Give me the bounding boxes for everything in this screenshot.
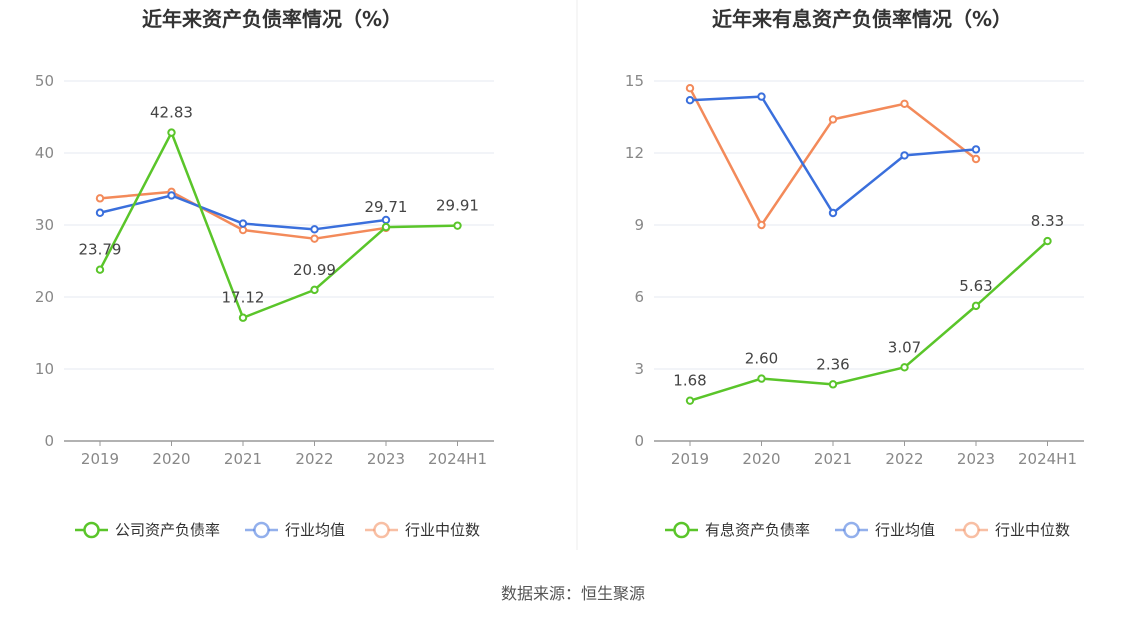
legend-item: 行业均值 <box>245 521 345 539</box>
data-point <box>757 220 766 230</box>
y-tick-label: 15 <box>625 72 644 90</box>
y-tick-label: 20 <box>35 288 54 306</box>
series-line <box>688 87 977 227</box>
legend-item: 公司资产负债率 <box>75 521 220 539</box>
y-tick-label: 3 <box>634 360 644 378</box>
series-line <box>689 240 1049 402</box>
data-point <box>971 154 981 164</box>
data-point <box>685 96 695 105</box>
legend-label: 行业均值 <box>875 521 935 539</box>
x-tick-label: 2024H1 <box>428 450 487 468</box>
legend-label: 行业中位数 <box>405 521 480 539</box>
legend-swatch-marker <box>373 521 390 539</box>
data-point <box>381 222 391 232</box>
data-point <box>453 221 462 230</box>
x-tick-label: 2019 <box>671 450 709 468</box>
data-point <box>685 84 695 93</box>
data-point <box>310 234 319 243</box>
y-tick-label: 9 <box>634 216 644 234</box>
series-line <box>98 131 458 319</box>
legend-swatch-marker <box>83 521 100 539</box>
x-tick-label: 2022 <box>885 450 923 468</box>
interest-bearing-debt-ratio-chart: 近年来有息资产负债率情况（%） 0 3 6 9 12 15 2019 2020 2021 2022… <box>625 7 1084 539</box>
x-tick-label: 2021 <box>224 450 262 468</box>
chart-title: 近年来有息资产负债率情况（%） <box>712 7 1012 31</box>
data-label: 5.63 <box>959 277 992 295</box>
data-label: 29.91 <box>436 197 479 215</box>
legend-swatch-marker <box>843 521 860 539</box>
data-label: 23.79 <box>79 241 122 259</box>
legend-item: 有息资产负债率 <box>665 521 810 539</box>
data-label: 8.33 <box>1031 212 1064 230</box>
data-label: 17.12 <box>222 289 265 307</box>
legend-label: 行业均值 <box>285 521 345 539</box>
data-point <box>167 191 176 200</box>
legend-label: 行业中位数 <box>995 521 1070 539</box>
data-point <box>685 396 695 405</box>
y-tick-label: 0 <box>44 432 54 450</box>
x-tick-label: 2021 <box>814 450 852 468</box>
x-tick-label: 2023 <box>367 450 405 468</box>
data-point <box>1043 236 1052 246</box>
series-line <box>689 95 977 215</box>
data-point <box>95 208 105 217</box>
data-point <box>238 313 248 322</box>
data-point <box>828 208 838 218</box>
legend-label: 公司资产负债率 <box>115 521 220 539</box>
data-point <box>95 194 105 203</box>
data-label: 20.99 <box>293 261 336 279</box>
legend-item: 行业均值 <box>835 521 935 539</box>
y-tick-label: 6 <box>634 288 644 306</box>
x-tick-label: 2024H1 <box>1018 450 1077 468</box>
data-point <box>757 374 766 383</box>
data-label: 29.71 <box>365 198 408 216</box>
data-point <box>900 151 909 160</box>
x-tick-label: 2020 <box>152 450 190 468</box>
data-label: 1.68 <box>673 372 706 390</box>
source-note: 数据来源：恒生聚源 <box>501 584 645 603</box>
data-label: 2.36 <box>816 355 849 373</box>
data-point <box>381 215 391 225</box>
data-label: 3.07 <box>888 338 921 356</box>
legend-swatch-marker <box>253 521 270 539</box>
x-tick-label: 2023 <box>957 450 995 468</box>
data-point <box>95 265 105 274</box>
legend-item: 行业中位数 <box>365 521 480 539</box>
data-point <box>238 225 248 235</box>
legend-item: 行业中位数 <box>955 521 1070 539</box>
data-point <box>971 301 981 311</box>
legend-swatch-marker <box>673 521 690 539</box>
x-tick-label: 2019 <box>81 450 119 468</box>
y-tick-label: 12 <box>625 144 644 162</box>
y-tick-label: 50 <box>35 72 54 90</box>
data-label: 2.60 <box>745 350 778 368</box>
data-point <box>900 363 909 372</box>
data-point <box>971 145 981 154</box>
data-label: 42.83 <box>150 104 193 122</box>
data-point <box>310 285 319 295</box>
data-point <box>310 225 319 234</box>
y-tick-label: 40 <box>35 144 54 162</box>
data-point <box>828 380 838 389</box>
y-tick-label: 10 <box>35 360 54 378</box>
data-point <box>900 99 909 109</box>
legend-swatch-marker <box>963 521 980 539</box>
y-tick-label: 0 <box>634 432 644 450</box>
chart-title: 近年来资产负债率情况（%） <box>142 7 402 31</box>
x-tick-label: 2022 <box>295 450 333 468</box>
data-point <box>757 92 766 101</box>
x-tick-label: 2020 <box>742 450 780 468</box>
data-point <box>238 219 248 228</box>
data-point <box>167 128 176 137</box>
debt-ratio-chart: 近年来资产负债率情况（%） 0 10 20 30 40 50 2019 2020 2021 202… <box>35 7 494 539</box>
legend-label: 有息资产负债率 <box>705 521 810 539</box>
data-point <box>828 115 838 124</box>
y-tick-label: 30 <box>35 216 54 234</box>
